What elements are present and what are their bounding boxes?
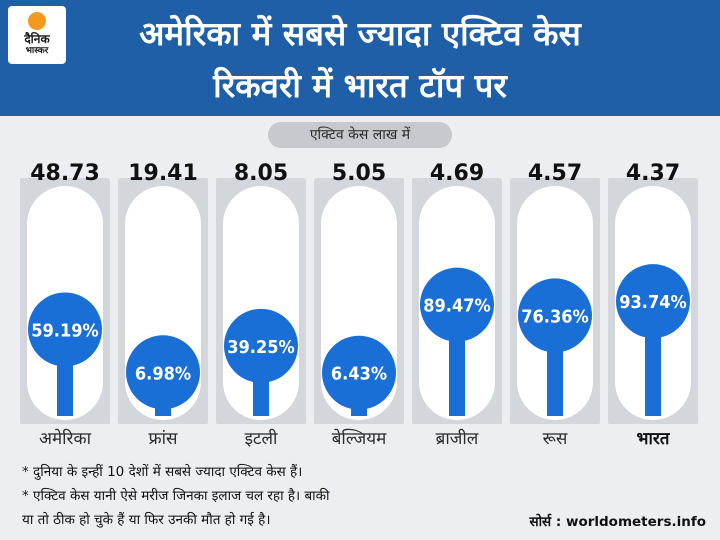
recovery-pin-head: [420, 267, 494, 342]
active-cases-label: 4.69: [430, 161, 484, 186]
country-label: अमेरिका: [39, 428, 92, 449]
recovery-pin-head: [322, 335, 396, 410]
headline-line1: अमेरिका में सबसे ज्यादा एक्टिव केस: [139, 14, 581, 53]
unit-note-pill: एक्टिव केस लाख में: [268, 122, 452, 148]
recovery-percent-label: 39.25%: [227, 337, 294, 358]
recovery-pin-head: [616, 264, 690, 339]
active-cases-label: 4.57: [528, 161, 582, 186]
footnote-2: * एक्टिव केस यानी ऐसे मरीज जिनका इलाज चल…: [22, 488, 330, 504]
logo-text-line1: दैनिक: [24, 32, 50, 46]
active-cases-label: 48.73: [30, 161, 100, 186]
header-banner: दैनिक भास्कर अमेरिका में सबसे ज्यादा एक्…: [0, 0, 720, 116]
recovery-pin-head: [28, 292, 102, 367]
country-label: रूस: [543, 429, 568, 449]
country-label: ब्राजील: [436, 428, 479, 449]
sun-icon: [28, 12, 46, 30]
active-cases-label: 8.05: [234, 161, 288, 186]
recovery-pin-head: [518, 278, 592, 353]
active-cases-label: 19.41: [128, 161, 198, 186]
headline-line2: रिकवरी में भारत टॉप पर: [213, 66, 507, 105]
source-credit: सोर्स : worldometers.info: [529, 514, 706, 530]
recovery-pin-head: [126, 335, 200, 410]
logo-text-line2: भास्कर: [25, 46, 49, 56]
country-label: बेल्जियम: [332, 428, 387, 449]
footer: [0, 452, 720, 540]
recovery-percent-label: 59.19%: [31, 320, 98, 341]
country-label: फ्रांस: [148, 429, 178, 449]
recovery-percent-label: 6.43%: [331, 364, 387, 385]
active-cases-label: 4.37: [626, 161, 680, 186]
recovery-percent-label: 93.74%: [619, 292, 686, 313]
recovery-percent-label: 76.36%: [521, 306, 588, 327]
footnote-1: * दुनिया के इन्हीं 10 देशों में सबसे ज्य…: [22, 464, 303, 480]
country-label: भारत: [637, 429, 671, 449]
recovery-pin-head: [224, 308, 298, 383]
active-cases-label: 5.05: [332, 161, 386, 186]
footnote-3: या तो ठीक हो चुके हैं या फिर उनकी मौत हो…: [22, 512, 271, 528]
recovery-percent-label: 6.98%: [135, 363, 191, 384]
country-label: इटली: [245, 428, 278, 449]
dainik-bhaskar-logo: दैनिक भास्कर: [8, 6, 66, 64]
recovery-percent-label: 89.47%: [423, 296, 490, 317]
